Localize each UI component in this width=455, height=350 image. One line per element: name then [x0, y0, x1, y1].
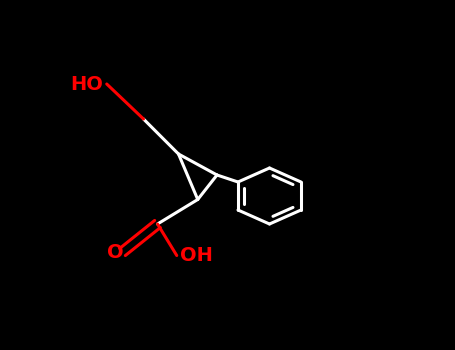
Text: HO: HO [71, 75, 103, 93]
Text: OH: OH [180, 246, 213, 265]
Text: O: O [107, 243, 124, 261]
